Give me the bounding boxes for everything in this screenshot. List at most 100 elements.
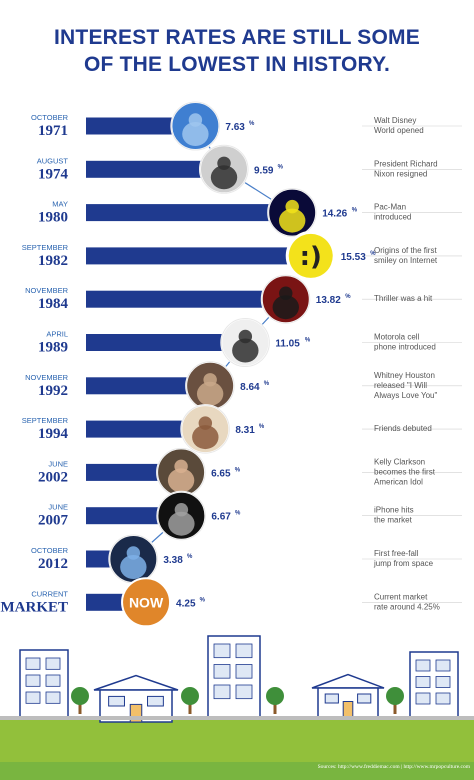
date-year-label: 1971 <box>38 123 68 139</box>
photo-head <box>174 459 188 474</box>
date-month-label: NOVEMBER <box>25 286 69 295</box>
rate-value-label: 13.82 <box>316 295 341 306</box>
photo-head <box>203 373 217 387</box>
rate-value-label: 14.26 <box>322 209 347 220</box>
date-month-label: OCTOBER <box>31 546 69 555</box>
tree-trunk <box>273 700 277 714</box>
event-text: Thriller was a hit <box>374 294 433 303</box>
rate-value-label: 6.65 <box>211 468 231 479</box>
tree <box>71 687 89 714</box>
building-window <box>415 659 431 672</box>
cellphone-photo <box>220 317 271 368</box>
tree-trunk <box>393 700 397 714</box>
rate-value-label: 11.05 <box>275 339 300 350</box>
event-text: Current market <box>374 592 428 601</box>
event-text: Whitney Houston <box>374 371 435 380</box>
kelly-photo <box>156 447 207 498</box>
photo-subject <box>167 468 195 493</box>
event-text: Kelly Clarkson <box>374 457 425 466</box>
house-window <box>147 695 164 707</box>
photo-frame <box>199 144 249 194</box>
house-window <box>357 693 372 704</box>
building-window <box>235 684 253 700</box>
event-text: Friends debuted <box>374 424 432 433</box>
jump-photo <box>108 534 159 584</box>
photo-head <box>217 156 231 171</box>
building-window <box>25 674 41 687</box>
event-text: Pac-Man <box>374 203 406 212</box>
rate-bar <box>86 247 313 265</box>
photo-subject <box>196 381 224 406</box>
photo-subject <box>232 338 259 363</box>
building-window <box>45 674 61 687</box>
photo-frame <box>180 404 230 454</box>
date-year-label: 1992 <box>38 383 68 399</box>
smiley-icon: :) <box>285 230 336 281</box>
tree-crown <box>386 687 404 705</box>
rate-percent-sign: % <box>187 554 193 560</box>
sidewalk <box>0 716 474 720</box>
chart-title: INTEREST RATES ARE STILL SOME OF THE LOW… <box>0 24 474 78</box>
rate-percent-sign: % <box>278 164 284 170</box>
rate-percent-sign: % <box>264 381 270 387</box>
photo-subject <box>272 295 299 320</box>
now-badge: NOW <box>121 577 172 628</box>
building-window <box>25 691 41 704</box>
event-text: Always Love You" <box>374 391 437 400</box>
date-year-label: MARKET <box>1 599 69 615</box>
tree <box>181 687 199 714</box>
tree <box>266 687 284 714</box>
house-door <box>129 703 143 723</box>
photo-subject <box>182 122 209 146</box>
rate-value-label: 9.59 <box>254 165 274 176</box>
date-month-label: MAY <box>52 200 68 209</box>
rate-value-label: 8.64 <box>240 382 260 393</box>
rate-percent-sign: % <box>259 424 265 430</box>
building-window <box>213 684 231 700</box>
date-month-label: CURRENT <box>31 589 68 598</box>
date-month-label: JUNE <box>48 459 68 468</box>
building-window <box>415 692 431 705</box>
building-window <box>435 692 451 705</box>
photo-head <box>174 502 189 517</box>
house-roof <box>93 674 179 691</box>
photo-frame <box>220 318 270 367</box>
event-text: jump from space <box>373 559 434 568</box>
rate-percent-sign: % <box>352 208 358 214</box>
source-credit: Sources: http://www.freddiemac.com | htt… <box>317 764 470 770</box>
building-window <box>435 659 451 672</box>
building-window <box>415 676 431 688</box>
house-left <box>93 674 179 723</box>
photo-frame <box>156 491 206 541</box>
date-year-label: 1974 <box>38 166 69 182</box>
photo-frame <box>261 274 311 324</box>
building-window <box>235 664 253 679</box>
rate-value-label: 4.25 <box>176 598 196 609</box>
rate-percent-sign: % <box>200 597 206 603</box>
tree-crown <box>266 687 284 705</box>
event-text: introduced <box>374 213 411 222</box>
house-window <box>324 693 339 704</box>
photo-subject <box>168 511 195 536</box>
rate-percent-sign: % <box>235 511 241 517</box>
rate-percent-sign: % <box>235 467 241 473</box>
date-month-label: OCTOBER <box>31 113 69 122</box>
rate-bar <box>86 420 208 438</box>
photo-subject <box>278 208 306 233</box>
event-text: Walt Disney <box>374 116 416 125</box>
date-year-label: 2007 <box>38 513 69 529</box>
date-year-label: 2002 <box>38 469 68 485</box>
rate-bar <box>86 160 227 178</box>
rate-bar <box>86 290 288 308</box>
apartment-building-center <box>207 635 261 719</box>
rate-bar <box>86 334 248 351</box>
